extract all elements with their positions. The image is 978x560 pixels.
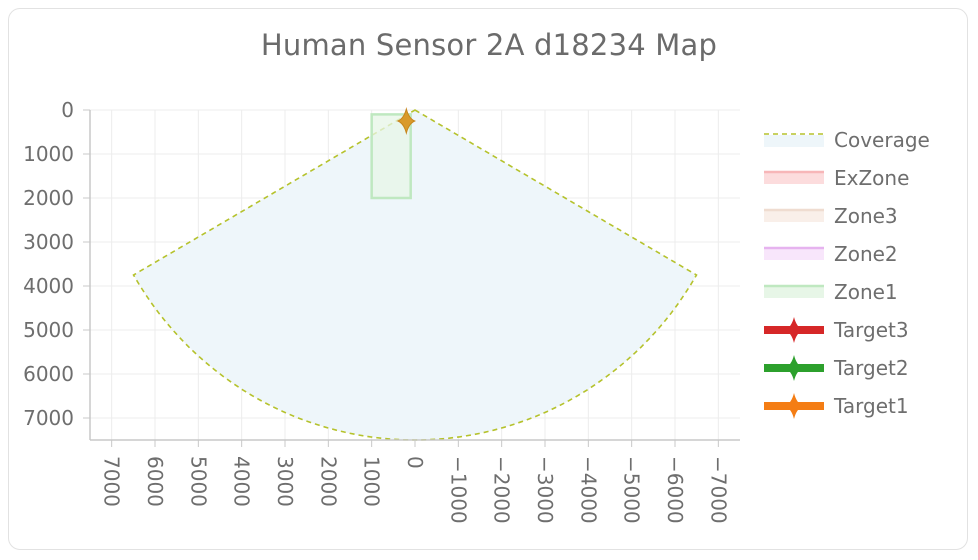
x-tick-label: −7000 <box>706 456 730 524</box>
x-tick-label: 2000 <box>316 456 340 507</box>
target-marker-target1 <box>396 107 417 135</box>
x-tick-label: −5000 <box>620 456 644 524</box>
y-tick-label: 6000 <box>23 362 74 386</box>
x-tick-label: −4000 <box>576 456 600 524</box>
x-tick-label: −6000 <box>663 456 687 524</box>
x-tick-label: 0 <box>403 456 427 469</box>
legend-marker-target1 <box>784 393 804 419</box>
legend-label-zone2: Zone2 <box>834 242 898 266</box>
legend-marker-target2 <box>784 355 804 381</box>
x-tick-label: −1000 <box>446 456 470 524</box>
legend-label-target2: Target2 <box>833 356 909 380</box>
axes: 0 1000 2000 3000 4000 5000 6000 7000 7000 6000 500… <box>23 98 740 524</box>
legend-label-zone3: Zone3 <box>834 204 898 228</box>
y-tick-label: 2000 <box>23 186 74 210</box>
coverage-layer <box>132 109 698 441</box>
chart-title: Human Sensor 2A d18234 Map <box>260 28 718 62</box>
y-tick-label: 5000 <box>23 318 74 342</box>
y-tick-label: 4000 <box>23 274 74 298</box>
y-tick-label: 3000 <box>23 230 74 254</box>
legend-swatch-exzone <box>764 172 824 184</box>
y-tick-label: 0 <box>61 98 74 122</box>
x-tick-label: 1000 <box>360 456 384 507</box>
legend-swatch-coverage <box>764 135 824 147</box>
legend-label-target3: Target3 <box>833 318 909 342</box>
x-tick-label: 5000 <box>186 456 210 507</box>
legend-label-zone1: Zone1 <box>834 280 898 304</box>
legend-swatch-zone1 <box>764 286 824 298</box>
x-tick-label: 7000 <box>100 456 124 507</box>
y-tick-label: 1000 <box>23 142 74 166</box>
x-tick-label: 3000 <box>273 456 297 507</box>
y-tick-label: 7000 <box>23 406 74 430</box>
coverage-sector <box>132 109 698 441</box>
legend-marker-target3 <box>784 317 804 343</box>
legend-label-target1: Target1 <box>833 394 909 418</box>
x-tick-label: 4000 <box>230 456 254 507</box>
targets-layer <box>396 107 417 135</box>
legend: Coverage ExZone Zone3 Zone2 Zone1 Target3 Targ… <box>764 128 930 419</box>
legend-swatch-zone3 <box>764 210 824 222</box>
x-tick-label: 6000 <box>143 456 167 507</box>
x-tick-label: −2000 <box>490 456 514 524</box>
x-tick-label: −3000 <box>533 456 557 524</box>
legend-label-exzone: ExZone <box>834 166 909 190</box>
legend-swatch-zone2 <box>764 248 824 260</box>
legend-label-coverage: Coverage <box>834 128 930 152</box>
